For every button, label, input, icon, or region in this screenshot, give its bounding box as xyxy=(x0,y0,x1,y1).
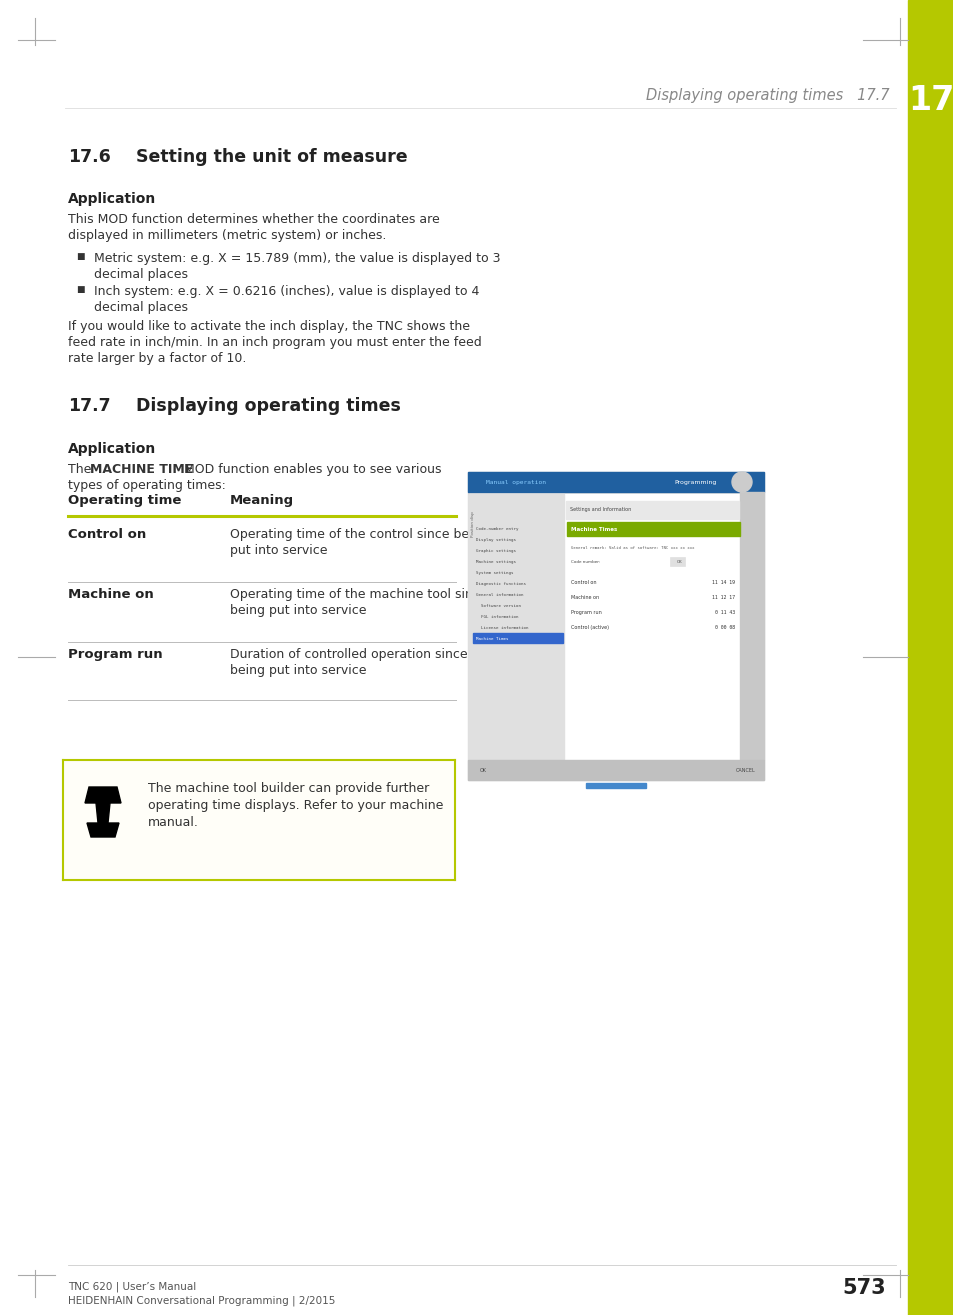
Text: Control on: Control on xyxy=(68,529,146,540)
Text: Program run: Program run xyxy=(571,609,601,614)
Text: manual.: manual. xyxy=(148,817,198,828)
Bar xyxy=(469,494,762,761)
Bar xyxy=(565,501,739,519)
Text: General remark: Valid as of software: TNC xxx xx xxx: General remark: Valid as of software: TN… xyxy=(571,546,694,550)
Text: feed rate in inch/min. In an inch program you must enter the feed: feed rate in inch/min. In an inch progra… xyxy=(68,337,481,348)
Bar xyxy=(468,472,763,492)
Text: Code-number entry: Code-number entry xyxy=(476,527,518,531)
Text: Diagnostic functions: Diagnostic functions xyxy=(476,583,525,586)
Text: ■: ■ xyxy=(76,252,85,260)
Text: Duration of controlled operation since: Duration of controlled operation since xyxy=(230,648,467,661)
Text: 573: 573 xyxy=(841,1278,885,1298)
Text: Control on: Control on xyxy=(571,580,596,584)
Text: System settings: System settings xyxy=(476,571,513,575)
Text: Programming: Programming xyxy=(673,480,716,484)
Text: types of operating times:: types of operating times: xyxy=(68,479,226,492)
Bar xyxy=(585,782,645,788)
Text: decimal places: decimal places xyxy=(94,268,188,281)
Text: 11 14 19: 11 14 19 xyxy=(711,580,734,584)
Text: Operating time: Operating time xyxy=(68,494,181,508)
Text: OK: OK xyxy=(677,560,682,564)
Bar xyxy=(468,472,763,780)
Text: 0 11 43: 0 11 43 xyxy=(714,609,734,614)
Text: The: The xyxy=(68,463,95,476)
Text: Machine Times: Machine Times xyxy=(571,526,617,531)
Text: This MOD function determines whether the coordinates are: This MOD function determines whether the… xyxy=(68,213,439,226)
Text: OK: OK xyxy=(479,768,486,772)
Text: General information: General information xyxy=(476,593,523,597)
Text: Application: Application xyxy=(68,442,156,456)
Text: put into service: put into service xyxy=(230,544,327,558)
Text: CANCEL: CANCEL xyxy=(735,768,755,772)
Text: Application: Application xyxy=(68,192,156,206)
Text: Meaning: Meaning xyxy=(230,494,294,508)
Text: rate larger by a factor of 10.: rate larger by a factor of 10. xyxy=(68,352,246,366)
Text: Operating time of the control since being: Operating time of the control since bein… xyxy=(230,529,488,540)
Polygon shape xyxy=(85,786,121,803)
Text: TNC 620 | User’s Manual: TNC 620 | User’s Manual xyxy=(68,1281,196,1291)
Text: Displaying operating times: Displaying operating times xyxy=(136,397,400,416)
Bar xyxy=(740,492,763,760)
Text: 17.6: 17.6 xyxy=(68,149,111,166)
Bar xyxy=(469,494,563,761)
Text: The machine tool builder can provide further: The machine tool builder can provide fur… xyxy=(148,782,429,796)
Text: operating time displays. Refer to your machine: operating time displays. Refer to your m… xyxy=(148,800,443,811)
Bar xyxy=(669,558,684,565)
Text: Code number:: Code number: xyxy=(571,560,599,564)
Text: ■: ■ xyxy=(76,285,85,295)
Text: 17.7: 17.7 xyxy=(68,397,111,416)
Text: Software version: Software version xyxy=(476,604,520,608)
Text: decimal places: decimal places xyxy=(94,301,188,314)
Bar xyxy=(621,558,666,565)
Bar xyxy=(468,760,763,780)
Text: Machine settings: Machine settings xyxy=(476,560,516,564)
Text: Machine on: Machine on xyxy=(571,594,598,600)
Text: FGL information: FGL information xyxy=(476,615,518,619)
Bar xyxy=(63,760,455,880)
Circle shape xyxy=(731,472,751,492)
Text: Displaying operating times   17.7: Displaying operating times 17.7 xyxy=(646,88,889,103)
Text: Machine on: Machine on xyxy=(68,588,153,601)
Text: Metric system: e.g. X = 15.789 (mm), the value is displayed to 3: Metric system: e.g. X = 15.789 (mm), the… xyxy=(94,252,500,266)
Text: MACHINE TIME: MACHINE TIME xyxy=(90,463,193,476)
Text: 0 00 08: 0 00 08 xyxy=(714,625,734,630)
Text: being put into service: being put into service xyxy=(230,604,366,617)
Text: being put into service: being put into service xyxy=(230,664,366,677)
Bar xyxy=(907,0,953,1315)
Text: Position disp: Position disp xyxy=(471,512,475,537)
Polygon shape xyxy=(96,803,110,823)
Text: Control (active): Control (active) xyxy=(571,625,608,630)
Text: HEIDENHAIN Conversational Programming | 2/2015: HEIDENHAIN Conversational Programming | … xyxy=(68,1295,335,1306)
Polygon shape xyxy=(87,823,119,838)
Text: Inch system: e.g. X = 0.6216 (inches), value is displayed to 4: Inch system: e.g. X = 0.6216 (inches), v… xyxy=(94,285,478,299)
Text: Setting the unit of measure: Setting the unit of measure xyxy=(136,149,407,166)
Text: License information: License information xyxy=(476,626,528,630)
Text: Machine Times: Machine Times xyxy=(476,636,508,640)
Bar xyxy=(473,633,562,643)
Text: Display settings: Display settings xyxy=(476,538,516,542)
Text: 17: 17 xyxy=(907,83,953,117)
Bar xyxy=(566,522,740,537)
Text: Settings and Information: Settings and Information xyxy=(569,506,631,512)
Text: Program run: Program run xyxy=(68,648,162,661)
Text: If you would like to activate the inch display, the TNC shows the: If you would like to activate the inch d… xyxy=(68,320,470,333)
Text: Operating time of the machine tool since: Operating time of the machine tool since xyxy=(230,588,487,601)
Text: 11 12 17: 11 12 17 xyxy=(711,594,734,600)
Text: displayed in millimeters (metric system) or inches.: displayed in millimeters (metric system)… xyxy=(68,229,386,242)
Text: Graphic settings: Graphic settings xyxy=(476,548,516,554)
Text: MOD function enables you to see various: MOD function enables you to see various xyxy=(180,463,441,476)
Text: Manual operation: Manual operation xyxy=(485,480,545,484)
